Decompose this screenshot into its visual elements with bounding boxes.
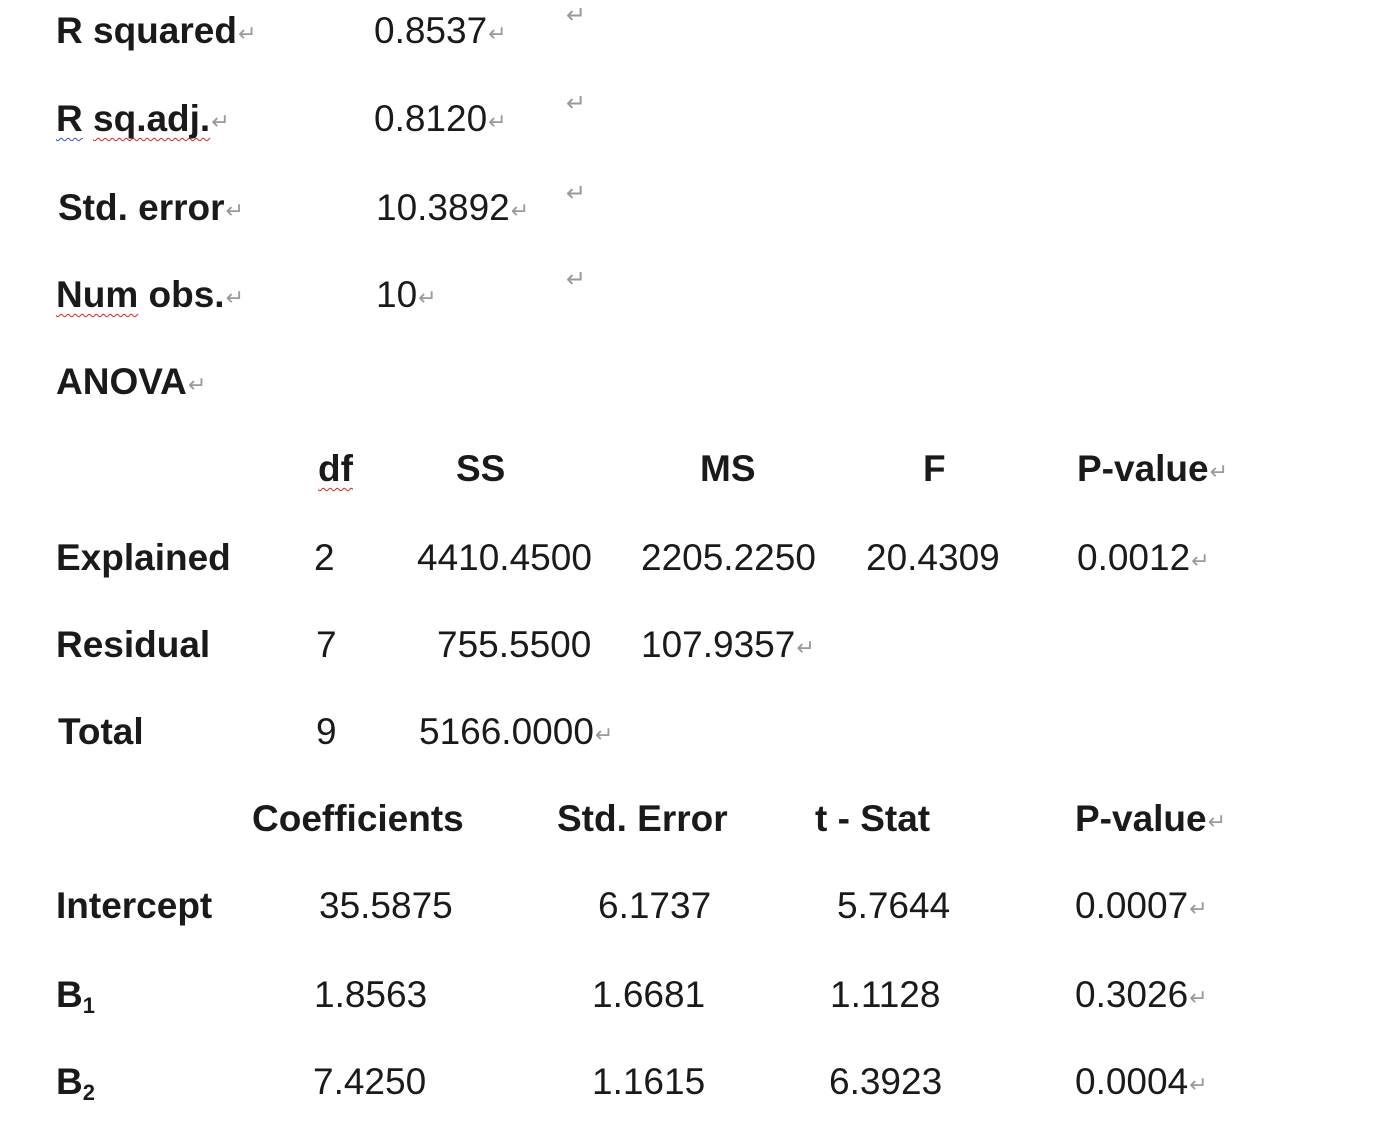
anova-row-label: Total [58, 711, 144, 752]
coef-cell-t-stat: 1.1128 [830, 974, 941, 1015]
paragraph-mark: ↵ [566, 266, 587, 293]
paragraph-mark: ↵ [1207, 809, 1227, 834]
coef-row-label: B1 [56, 974, 95, 1018]
num-obs-label: Num obs.↵ [56, 274, 245, 315]
paragraph-mark: ↵ [488, 109, 507, 134]
anova-cell-df: 9 [316, 711, 337, 752]
paragraph-mark: ↵ [1209, 459, 1229, 484]
coef-cell-t-stat: 5.7644 [837, 885, 951, 926]
paragraph-mark: ↵ [566, 90, 587, 117]
paragraph-mark: ↵ [1189, 1072, 1208, 1097]
paragraph-mark: ↵ [418, 285, 437, 310]
anova-row-label: Explained [56, 537, 231, 578]
paragraph-mark: ↵ [566, 180, 587, 207]
r-sq-adj-label: R sq.adj.↵ [56, 98, 230, 139]
paragraph-mark: ↵ [1191, 548, 1210, 573]
paragraph-mark: ↵ [187, 372, 207, 397]
anova-cell-ms: 107.9357↵ [641, 624, 815, 665]
coef-row-label: Intercept [56, 885, 213, 926]
anova-row-label: Residual [56, 624, 211, 665]
r-squared-label: R squared↵ [56, 10, 257, 51]
coef-cell-p-value: 0.0004↵ [1075, 1061, 1208, 1102]
paragraph-mark: ↵ [594, 722, 614, 747]
anova-cell-ss: 5166.0000↵ [419, 711, 614, 752]
paragraph-mark: ↵ [796, 635, 815, 660]
coef-row-label: B2 [56, 1061, 95, 1105]
paragraph-mark: ↵ [566, 2, 587, 29]
r-squared-value: 0.8537↵ [374, 10, 507, 51]
paragraph-mark: ↵ [225, 198, 244, 223]
r-sq-adj-value: 0.8120↵ [374, 98, 507, 139]
paragraph-mark: ↵ [237, 21, 257, 46]
coef-cell-p-value: 0.3026↵ [1075, 974, 1208, 1015]
paragraph-mark: ↵ [211, 109, 230, 134]
paragraph-mark: ↵ [225, 285, 245, 310]
coef-cell-coefficient: 35.5875 [319, 885, 453, 926]
paragraph-mark: ↵ [1189, 896, 1208, 921]
coef-cell-coefficient: 7.4250 [313, 1061, 427, 1102]
coef-cell-std-error: 1.1615 [592, 1061, 706, 1102]
num-obs-value: 10↵ [376, 274, 437, 315]
coef-cell-p-value: 0.0007↵ [1075, 885, 1208, 926]
coef-cell-std-error: 1.6681 [592, 974, 706, 1015]
anova-header-ms: MS [700, 448, 756, 489]
coef-cell-std-error: 6.1737 [598, 885, 712, 926]
paragraph-mark: ↵ [510, 198, 530, 223]
coef-header-std-error: Std. Error [557, 798, 728, 839]
anova-cell-ss: 4410.4500 [417, 537, 592, 578]
coef-cell-t-stat: 6.3923 [829, 1061, 943, 1102]
anova-cell-df: 2 [314, 537, 335, 578]
coef-header-coefficients: Coefficients [252, 798, 464, 839]
std-error-label: Std. error↵ [58, 187, 244, 228]
anova-cell-p: 0.0012↵ [1077, 537, 1210, 578]
anova-header-ss: SS [456, 448, 506, 489]
anova-header-df: df [318, 448, 353, 489]
anova-cell-f: 20.4309 [866, 537, 1000, 578]
anova-cell-ss: 755.5500 [437, 624, 592, 665]
anova-cell-df: 7 [316, 624, 337, 665]
coef-cell-coefficient: 1.8563 [314, 974, 428, 1015]
anova-header-f: F [923, 448, 946, 489]
paragraph-mark: ↵ [488, 21, 507, 46]
std-error-value: 10.3892↵ [376, 187, 530, 228]
anova-title: ANOVA↵ [56, 361, 207, 402]
anova-header-p: P-value↵ [1077, 448, 1229, 489]
coef-header-t-stat: t - Stat [815, 798, 931, 839]
paragraph-mark: ↵ [1189, 985, 1208, 1010]
anova-cell-ms: 2205.2250 [641, 537, 816, 578]
coef-header-p-value: P-value↵ [1075, 798, 1227, 839]
